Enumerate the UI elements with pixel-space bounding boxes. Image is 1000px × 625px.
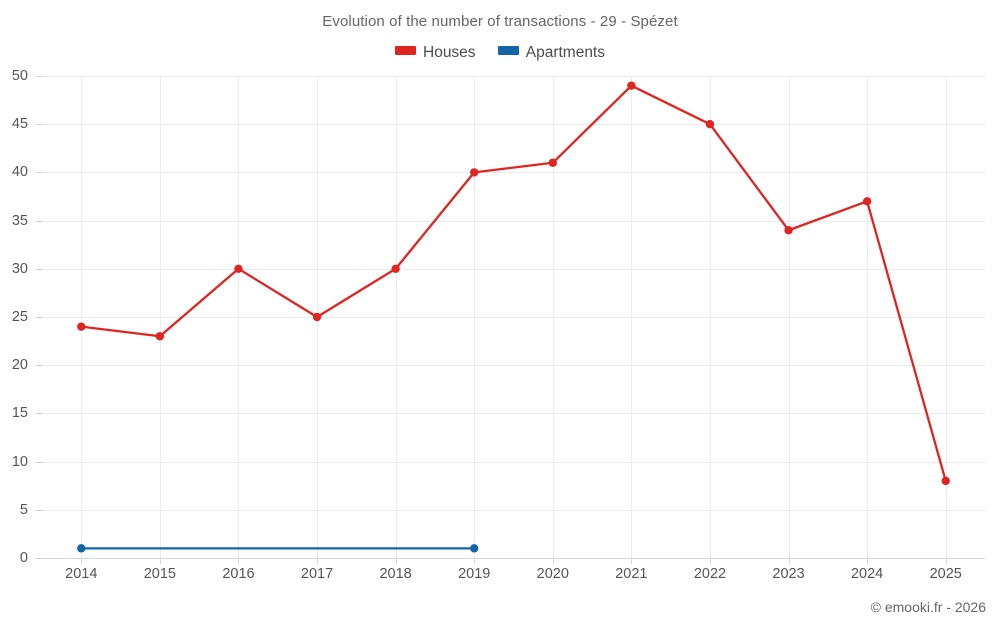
data-point-houses-2015[interactable]	[155, 332, 165, 341]
x-tick-mark-2025	[945, 558, 947, 564]
y-tick-mark-10	[36, 461, 42, 463]
gridline-x-2025	[945, 76, 947, 558]
gridline-x-2019	[474, 76, 476, 558]
x-tick-mark-2022	[709, 558, 711, 564]
gridline-x-2014	[81, 76, 83, 558]
x-tick-label: 2014	[65, 566, 98, 582]
legend-swatch-apartments	[497, 46, 519, 56]
data-point-apartments-2014[interactable]	[77, 544, 86, 553]
gridline-y-35	[42, 220, 985, 222]
gridline-x-2023	[788, 76, 790, 558]
legend-swatch-houses	[395, 46, 416, 56]
data-point-houses-2025[interactable]	[941, 476, 950, 486]
chart-legend: Houses Apartments	[0, 44, 1000, 62]
y-tick-mark-15	[36, 413, 42, 415]
x-tick-mark-2020	[552, 558, 554, 564]
x-tick-label: 2017	[300, 566, 334, 582]
plot-area: 0 5 10 15 20 25 30 35 40 45 50 2014 2015 2016 2017 201…	[12, 68, 985, 582]
x-tick-mark-2018	[395, 558, 397, 564]
gridline-y-25	[42, 317, 985, 318]
y-tick-mark-30	[36, 268, 42, 270]
x-tick-label: 2015	[143, 566, 177, 582]
gridline-y-30	[42, 268, 985, 270]
data-point-houses-2018[interactable]	[391, 264, 400, 273]
y-tick-mark-20	[36, 365, 42, 367]
x-tick-label: 2022	[693, 566, 727, 582]
x-tick-mark-2015	[159, 558, 161, 564]
data-series-layer	[77, 81, 950, 553]
y-tick-mark-50	[36, 76, 42, 77]
gridline-x-2021	[631, 76, 633, 558]
y-tick-mark-5	[36, 509, 42, 511]
y-tick-mark-40	[36, 172, 42, 174]
data-point-houses-2017[interactable]	[312, 312, 322, 322]
legend-label-apartments: Apartments	[525, 44, 605, 62]
y-tick-mark-25	[36, 317, 42, 318]
x-tick-mark-2016	[238, 558, 240, 564]
data-point-apartments-2019[interactable]	[470, 544, 479, 553]
gridline-x-2020	[552, 76, 554, 558]
copyright-credit: © emooki.fr - 2026	[870, 599, 986, 615]
y-tick-label: 5	[19, 501, 28, 518]
x-tick-label: 2018	[379, 566, 412, 582]
gridline-y-0	[42, 558, 985, 559]
gridline-x-2024	[867, 76, 869, 558]
data-point-houses-2020[interactable]	[548, 158, 557, 167]
y-tick-label: 20	[11, 357, 28, 374]
x-tick-mark-2021	[631, 558, 633, 564]
legend-item-apartments[interactable]: Apartments	[497, 44, 605, 62]
gridline-y-15	[42, 413, 985, 415]
data-point-houses-2024[interactable]	[862, 197, 872, 206]
x-tick-label: 2025	[929, 566, 962, 582]
y-tick-label: 50	[11, 68, 28, 84]
legend-item-houses[interactable]: Houses	[395, 44, 476, 62]
gridline-y-45	[42, 124, 985, 126]
data-point-houses-2021[interactable]	[627, 81, 636, 90]
gridline-y-40	[42, 172, 985, 174]
data-point-houses-2022[interactable]	[705, 120, 715, 129]
y-tick-label: 0	[19, 550, 28, 566]
y-tick-mark-45	[36, 124, 42, 126]
gridline-x-2018	[395, 76, 397, 558]
series-line-houses	[80, 84, 947, 483]
gridline-y-5	[42, 509, 985, 511]
y-tick-label: 15	[11, 405, 28, 422]
gridline-x-2022	[709, 76, 711, 558]
y-tick-label: 10	[11, 453, 28, 470]
x-tick-mark-2017	[317, 558, 319, 564]
x-tick-label: 2023	[772, 566, 805, 582]
data-point-houses-2023[interactable]	[784, 226, 793, 235]
gridline-y-20	[42, 365, 985, 367]
x-tick-mark-2024	[867, 558, 869, 564]
x-tick-mark-2014	[81, 558, 83, 564]
data-point-houses-2019[interactable]	[470, 168, 479, 177]
x-tick-label: 2016	[222, 566, 255, 582]
y-tick-mark-0	[36, 558, 42, 559]
gridline-y-50	[42, 76, 985, 77]
legend-label-houses: Houses	[423, 44, 476, 62]
y-tick-label: 30	[11, 260, 28, 277]
x-tick-label: 2020	[536, 566, 569, 582]
y-tick-mark-35	[36, 220, 42, 222]
x-tick-label: 2021	[615, 566, 648, 582]
gridline-x-2015	[159, 76, 161, 558]
gridline-y-10	[42, 461, 985, 463]
y-tick-label: 40	[11, 164, 28, 181]
x-tick-label: 2019	[458, 566, 491, 582]
data-point-houses-2014[interactable]	[77, 322, 86, 331]
gridline-x-2016	[238, 76, 240, 558]
y-tick-label: 45	[11, 116, 28, 133]
x-tick-mark-2019	[474, 558, 476, 564]
y-tick-label: 35	[11, 212, 28, 229]
chart-title: Evolution of the number of transactions …	[322, 13, 678, 30]
x-tick-mark-2023	[788, 558, 790, 564]
x-tick-label: 2024	[850, 566, 884, 582]
y-tick-label: 25	[11, 309, 28, 325]
data-point-houses-2016[interactable]	[234, 264, 243, 273]
